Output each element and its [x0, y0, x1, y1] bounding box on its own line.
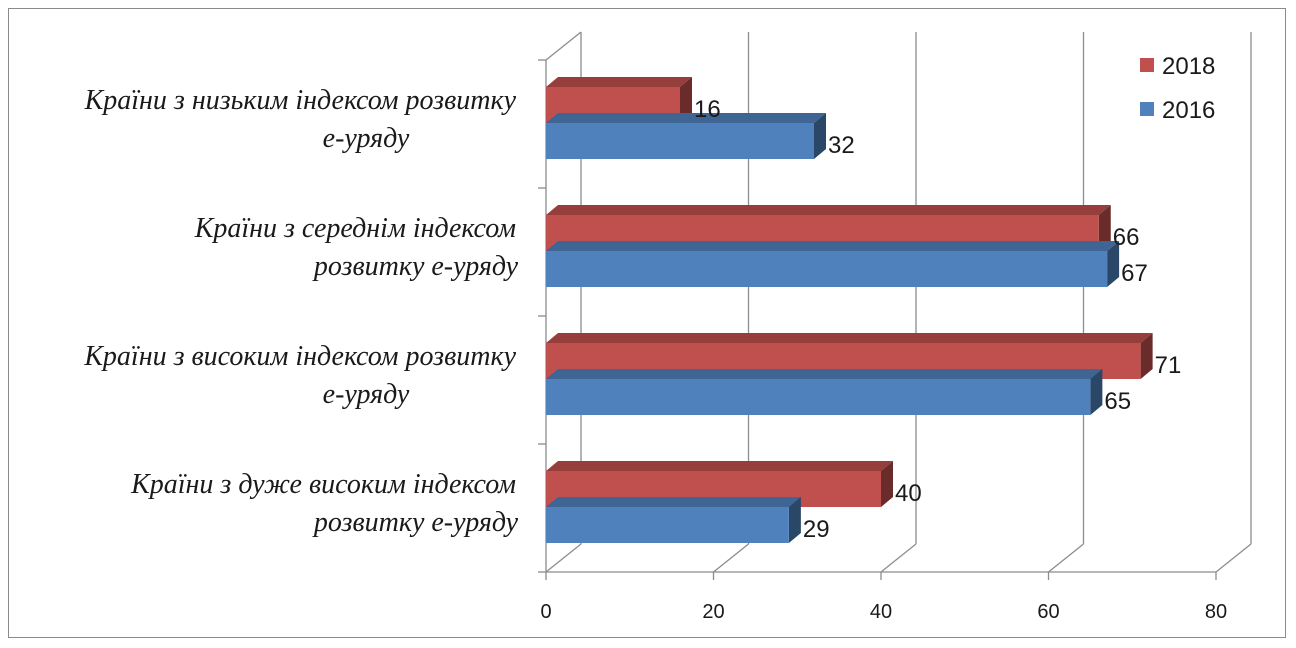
data-label: 16	[694, 96, 721, 123]
bar-2016	[546, 379, 1091, 415]
category-label-line: розвитку е-уряду	[312, 507, 519, 538]
floor-gridline	[545, 543, 582, 573]
category-label-line: е-уряду	[323, 379, 410, 410]
x-tick-label: 40	[870, 601, 892, 623]
labels: 0 20 40 60 80 16 32 Країни з низьким індексом р…	[83, 85, 1227, 623]
bar-side	[788, 497, 801, 543]
bar-side	[1098, 205, 1111, 251]
data-label: 40	[895, 480, 922, 507]
data-label: 66	[1113, 224, 1140, 251]
category-label-line: Країни з середнім індексом	[194, 213, 516, 244]
data-label: 67	[1121, 260, 1148, 287]
x-tick-label: 20	[702, 601, 724, 623]
category-label-line: Країни з низьким індексом розвитку	[84, 85, 517, 116]
category-label: Країни з низьким індексом розвитку е-уряд…	[84, 85, 517, 154]
bar-side	[680, 77, 692, 123]
bar-2016	[546, 251, 1108, 287]
bar-side	[1140, 333, 1153, 379]
data-label: 32	[828, 132, 855, 159]
floor-gridline	[713, 543, 749, 573]
bar-top	[546, 205, 1111, 215]
x-tick-label: 60	[1037, 601, 1059, 623]
category-label: Країни з середнім індексом розвитку е-уря…	[194, 213, 519, 282]
bar-side	[881, 461, 893, 507]
legend-swatch-2018	[1140, 58, 1154, 72]
category-label-line: е-уряду	[323, 123, 410, 154]
y-axis-depth	[545, 31, 582, 61]
legend: 2018 2016	[1140, 53, 1215, 124]
category-label-line: Країни з дуже високим індексом	[130, 469, 516, 500]
data-label: 29	[803, 516, 830, 543]
bar-2016	[546, 123, 814, 159]
bar-side	[814, 113, 826, 159]
bar-top	[546, 369, 1103, 379]
bar-2016	[546, 507, 789, 543]
bar-top	[546, 333, 1153, 343]
bar-top	[546, 113, 826, 123]
floor-gridline	[1048, 543, 1084, 573]
legend-label-2018: 2018	[1162, 53, 1215, 80]
bar-top	[546, 497, 801, 507]
category-label: Країни з дуже високим індексом розвитку е…	[130, 469, 518, 538]
floor-gridline	[880, 543, 917, 573]
bar-top	[546, 241, 1120, 251]
x-tick-label: 80	[1205, 601, 1227, 623]
bars	[546, 77, 1153, 543]
bar-top	[546, 461, 893, 471]
x-tick-label: 0	[540, 601, 551, 623]
category-label-line: розвитку е-уряду	[312, 251, 519, 282]
bar-top	[546, 77, 692, 87]
bar-side	[1090, 369, 1103, 415]
bar-side	[1107, 241, 1120, 287]
category-label: Країни з високим індексом розвитку е-уряд…	[83, 341, 516, 410]
data-label: 65	[1104, 388, 1131, 415]
category-label-line: Країни з високим індексом розвитку	[83, 341, 516, 372]
legend-swatch-2016	[1140, 102, 1154, 116]
data-label: 71	[1155, 352, 1182, 379]
legend-label-2016: 2016	[1162, 97, 1215, 124]
floor-gridline	[1215, 543, 1252, 573]
